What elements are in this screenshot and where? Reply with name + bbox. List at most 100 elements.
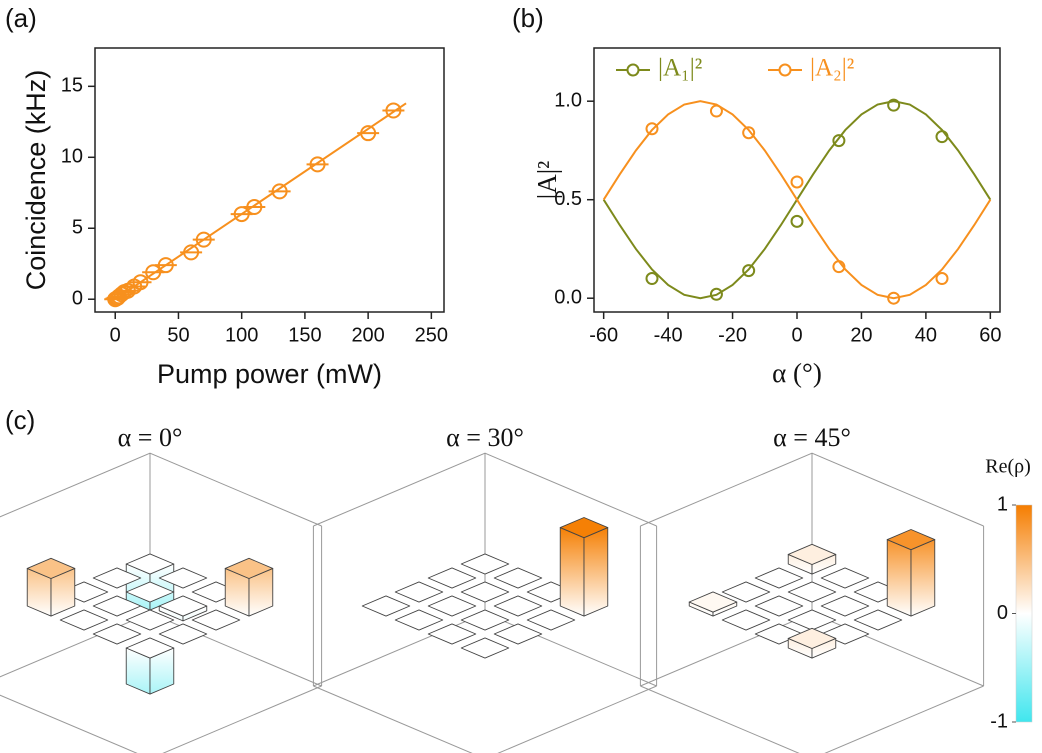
data-point [887, 98, 901, 112]
data-point [309, 156, 326, 173]
y-tick-label: 0.0 [554, 286, 582, 308]
bar-3d [493, 623, 543, 645]
x-tick-label: 100 [225, 324, 258, 346]
bar-3d [787, 609, 837, 631]
x-tick-label: 40 [915, 324, 937, 346]
bar-top [158, 567, 208, 589]
bar-3d [820, 595, 870, 617]
bar-top [158, 623, 208, 645]
bar-3d [460, 553, 510, 575]
bar-top [191, 609, 241, 631]
x-tick-label: 0 [110, 324, 121, 346]
bar-top [787, 581, 837, 603]
bar-top [92, 623, 142, 645]
bar-3d [493, 567, 543, 589]
data-point [935, 272, 949, 286]
bar-3d [787, 581, 837, 603]
bar-3d [361, 595, 411, 617]
bar-top [721, 609, 771, 631]
legend-label: |A₂|² [810, 55, 854, 82]
bar-top [26, 557, 76, 579]
x-tick-label: 60 [979, 324, 1001, 346]
bar-3d [191, 609, 241, 631]
y-tick-label: 5 [72, 217, 83, 239]
bar-top [92, 567, 142, 589]
bar-top [361, 595, 411, 617]
bar-top [59, 609, 109, 631]
bar-3d [526, 609, 576, 631]
bar-top [394, 581, 444, 603]
bar-top [125, 553, 175, 575]
bar-top [125, 637, 175, 659]
colorbar-label: Re(ρ) [985, 456, 1031, 478]
bar-3d [460, 609, 510, 631]
y-axis-label: Coincidence (kHz) [21, 70, 51, 291]
chart-title: α = 45° [773, 423, 851, 452]
data-point [111, 288, 128, 305]
bar-top [125, 609, 175, 631]
bar-top [493, 567, 543, 589]
x-tick-label: 50 [167, 324, 189, 346]
colorbar [1015, 504, 1033, 723]
bar-top [787, 609, 837, 631]
bar-top [688, 591, 738, 613]
bar-3d [787, 543, 837, 575]
bar-top [493, 595, 543, 617]
bar-top [427, 595, 477, 617]
bar-3d [460, 637, 510, 659]
bar-top [92, 595, 142, 617]
bar-top [394, 609, 444, 631]
data-point [709, 104, 723, 118]
bar-top [493, 623, 543, 645]
bar-top [158, 595, 208, 617]
bar-top [460, 637, 510, 659]
bar-3d [559, 517, 609, 617]
bar-3d [394, 609, 444, 631]
bar-3d [853, 609, 903, 631]
bar-top [754, 595, 804, 617]
bar-3d [493, 595, 543, 617]
x-tick-label: -20 [718, 324, 747, 346]
bar-top [787, 543, 837, 565]
fit-line [602, 100, 992, 300]
box-edge [640, 452, 984, 527]
bar-3d [224, 557, 274, 617]
colorbar-tick-label: 1 [997, 493, 1008, 515]
y-tick-label: 15 [61, 75, 83, 97]
data-point [145, 264, 162, 281]
x-tick-label: -40 [654, 324, 683, 346]
data-point [157, 257, 174, 274]
y-tick-label: 10 [61, 146, 83, 168]
data-point [887, 291, 901, 305]
x-tick-label: 0 [791, 324, 802, 346]
bar-3d [92, 567, 142, 589]
bar-3d [158, 567, 208, 589]
data-point [271, 183, 288, 200]
bar-3d [820, 623, 870, 645]
box-edge [640, 685, 984, 753]
bar-side [886, 539, 912, 617]
data-point [645, 272, 659, 286]
bar-top [787, 627, 837, 649]
box-edge [313, 452, 657, 527]
bar-3d [125, 581, 175, 603]
bar-top [559, 517, 609, 539]
bar-top [460, 553, 510, 575]
bar-side [583, 527, 609, 617]
panel-label: (a) [5, 3, 37, 33]
x-axis-label: α (°) [772, 358, 822, 388]
bar-top [224, 557, 274, 579]
data-point [183, 244, 200, 261]
bar-3d [886, 529, 936, 617]
plot-frame [593, 47, 1001, 313]
plot-frame [94, 47, 445, 313]
bar-top [427, 623, 477, 645]
data-point [832, 134, 846, 148]
bar-3d [158, 623, 208, 645]
bar-top [721, 581, 771, 603]
bar-3d [787, 627, 837, 659]
colorbar-tick-label: 0 [997, 602, 1008, 624]
data-point [360, 125, 377, 142]
bar-top [820, 567, 870, 589]
bar-3d [427, 595, 477, 617]
